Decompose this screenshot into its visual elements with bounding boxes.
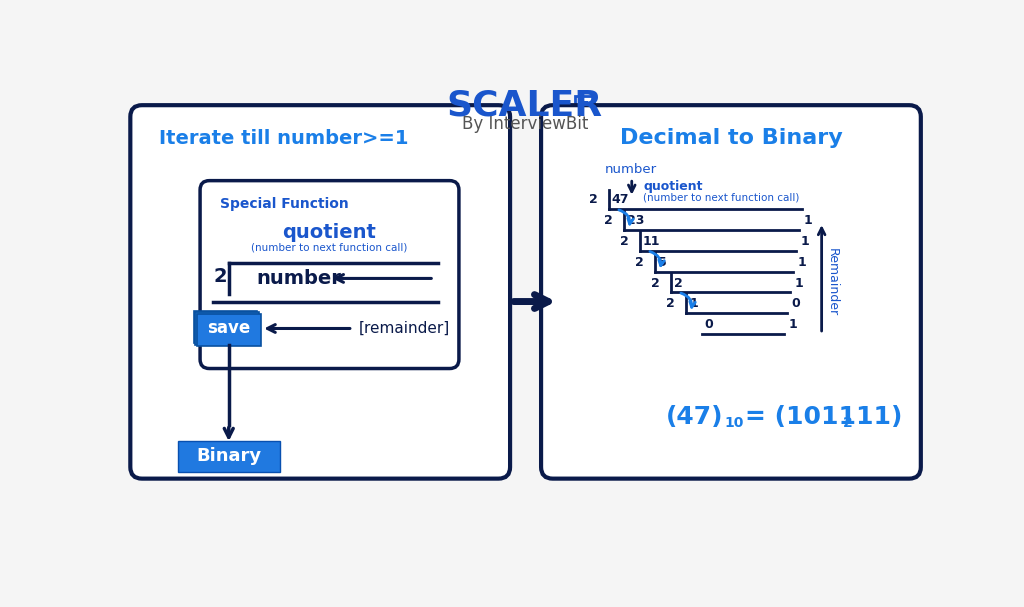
Text: 2: 2: [651, 277, 659, 290]
FancyBboxPatch shape: [575, 96, 594, 115]
FancyBboxPatch shape: [197, 314, 260, 346]
Text: Binary: Binary: [197, 447, 261, 464]
FancyBboxPatch shape: [194, 311, 257, 343]
Text: quotient: quotient: [643, 180, 702, 192]
Text: 10: 10: [725, 416, 744, 430]
Text: 2: 2: [589, 194, 598, 206]
Text: (47): (47): [666, 405, 723, 429]
FancyBboxPatch shape: [541, 105, 921, 479]
Text: 1: 1: [801, 235, 809, 248]
Text: 2: 2: [844, 416, 853, 430]
FancyBboxPatch shape: [579, 101, 589, 110]
Text: number: number: [256, 269, 341, 288]
Text: 5: 5: [658, 256, 667, 269]
Text: Decimal to Binary: Decimal to Binary: [620, 128, 843, 148]
Text: 1: 1: [795, 277, 803, 290]
Text: 1: 1: [689, 297, 697, 310]
Text: number: number: [604, 163, 656, 175]
Text: By InterviewBit: By InterviewBit: [462, 115, 588, 133]
Text: 11: 11: [643, 235, 660, 248]
FancyBboxPatch shape: [196, 313, 259, 345]
Text: 1: 1: [804, 214, 813, 227]
Text: = (101111): = (101111): [744, 405, 902, 429]
Text: Iterate till number>=1: Iterate till number>=1: [159, 129, 409, 148]
Text: 2: 2: [620, 235, 629, 248]
Text: 0: 0: [705, 318, 714, 331]
Text: 2: 2: [604, 214, 613, 227]
FancyBboxPatch shape: [130, 105, 510, 479]
FancyBboxPatch shape: [200, 181, 459, 368]
Text: save: save: [207, 319, 251, 337]
Text: SCALER: SCALER: [446, 88, 603, 122]
Text: [remainder]: [remainder]: [359, 321, 451, 336]
Text: 1: 1: [798, 256, 806, 269]
Text: Special Function: Special Function: [220, 197, 349, 211]
Text: 1: 1: [788, 318, 797, 331]
Text: (number to next function call): (number to next function call): [251, 243, 408, 253]
Text: 2: 2: [636, 256, 644, 269]
Text: 23: 23: [627, 214, 644, 227]
Text: 2: 2: [213, 268, 227, 287]
Text: Remainder: Remainder: [826, 248, 839, 316]
Text: 2: 2: [667, 297, 675, 310]
Text: 47: 47: [611, 194, 629, 206]
Text: quotient: quotient: [283, 223, 377, 242]
Text: 2: 2: [674, 277, 682, 290]
Text: 0: 0: [792, 297, 800, 310]
FancyBboxPatch shape: [177, 441, 280, 472]
Text: (number to next function call): (number to next function call): [643, 192, 800, 203]
